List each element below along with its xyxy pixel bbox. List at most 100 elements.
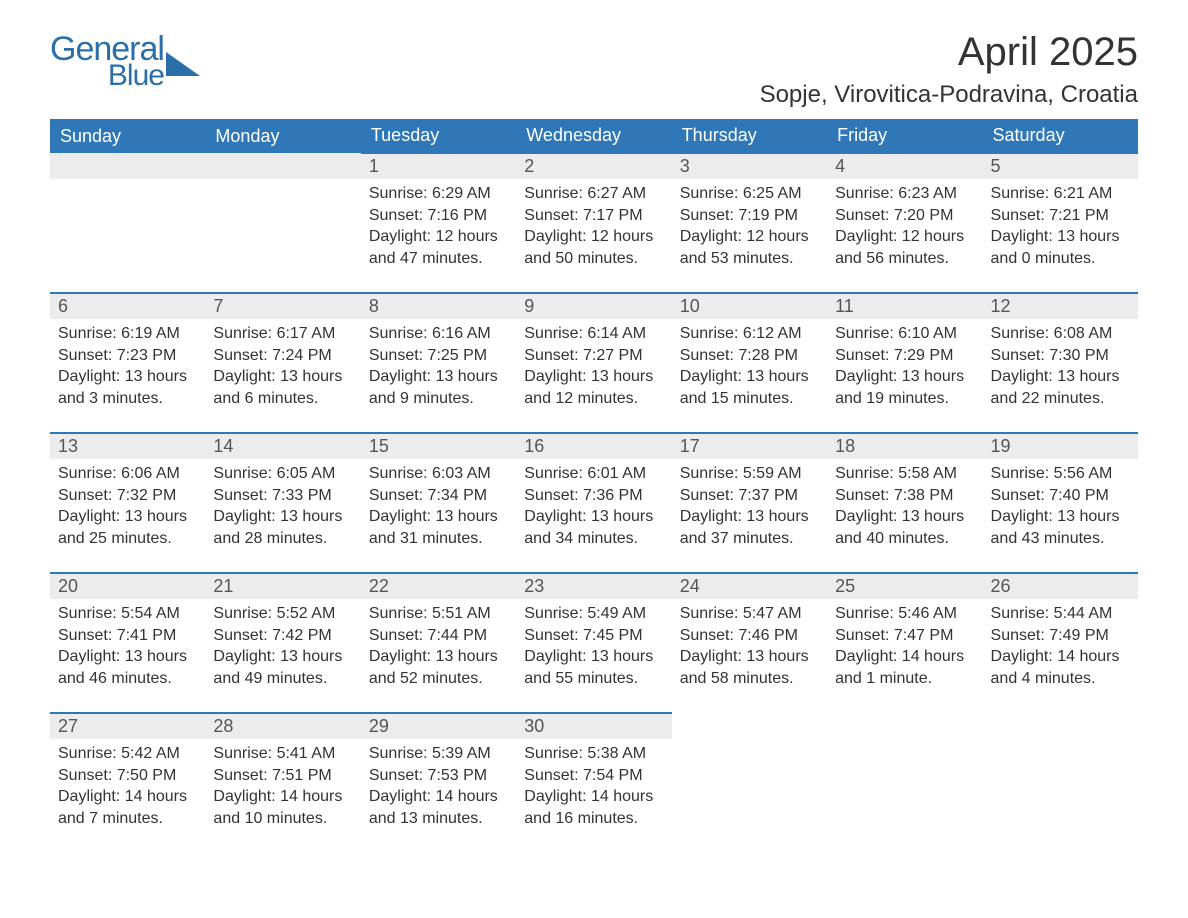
day-body: Sunrise: 6:08 AMSunset: 7:30 PMDaylight:… (983, 319, 1138, 417)
calendar-cell: 19Sunrise: 5:56 AMSunset: 7:40 PMDayligh… (983, 433, 1138, 573)
day-number: 16 (516, 434, 671, 459)
day-number: 27 (50, 714, 205, 739)
daylight-text: and 1 minute. (835, 668, 974, 690)
day-body: Sunrise: 6:17 AMSunset: 7:24 PMDaylight:… (205, 319, 360, 417)
day-number: 15 (361, 434, 516, 459)
day-number: 5 (983, 154, 1138, 179)
sunset-text: Sunset: 7:29 PM (835, 345, 974, 367)
sunset-text: Sunset: 7:20 PM (835, 205, 974, 227)
calendar-cell: 27Sunrise: 5:42 AMSunset: 7:50 PMDayligh… (50, 713, 205, 853)
calendar-week-row: 20Sunrise: 5:54 AMSunset: 7:41 PMDayligh… (50, 573, 1138, 713)
sunrise-text: Sunrise: 6:01 AM (524, 463, 663, 485)
sunrise-text: Sunrise: 6:25 AM (680, 183, 819, 205)
daylight-text: Daylight: 13 hours (524, 646, 663, 668)
day-header: Monday (205, 119, 360, 153)
sunset-text: Sunset: 7:25 PM (369, 345, 508, 367)
calendar-cell (50, 153, 205, 293)
daylight-text: Daylight: 13 hours (213, 506, 352, 528)
day-body: Sunrise: 6:23 AMSunset: 7:20 PMDaylight:… (827, 179, 982, 277)
sunrise-text: Sunrise: 5:51 AM (369, 603, 508, 625)
sunset-text: Sunset: 7:44 PM (369, 625, 508, 647)
day-body: Sunrise: 6:29 AMSunset: 7:16 PMDaylight:… (361, 179, 516, 277)
day-number: 10 (672, 294, 827, 319)
day-number: 8 (361, 294, 516, 319)
sunrise-text: Sunrise: 6:23 AM (835, 183, 974, 205)
daylight-text: Daylight: 13 hours (369, 366, 508, 388)
daylight-text: and 49 minutes. (213, 668, 352, 690)
daylight-text: Daylight: 12 hours (680, 226, 819, 248)
sunrise-text: Sunrise: 5:47 AM (680, 603, 819, 625)
daylight-text: and 10 minutes. (213, 808, 352, 830)
sunrise-text: Sunrise: 6:29 AM (369, 183, 508, 205)
day-number: 30 (516, 714, 671, 739)
daylight-text: Daylight: 13 hours (680, 366, 819, 388)
day-body: Sunrise: 5:39 AMSunset: 7:53 PMDaylight:… (361, 739, 516, 837)
daylight-text: and 22 minutes. (991, 388, 1130, 410)
day-body: Sunrise: 5:47 AMSunset: 7:46 PMDaylight:… (672, 599, 827, 697)
day-body: Sunrise: 5:42 AMSunset: 7:50 PMDaylight:… (50, 739, 205, 837)
day-body: Sunrise: 5:58 AMSunset: 7:38 PMDaylight:… (827, 459, 982, 557)
day-body: Sunrise: 5:49 AMSunset: 7:45 PMDaylight:… (516, 599, 671, 697)
day-body: Sunrise: 5:59 AMSunset: 7:37 PMDaylight:… (672, 459, 827, 557)
calendar-cell: 8Sunrise: 6:16 AMSunset: 7:25 PMDaylight… (361, 293, 516, 433)
day-number: 18 (827, 434, 982, 459)
calendar-cell (827, 713, 982, 853)
calendar-cell: 22Sunrise: 5:51 AMSunset: 7:44 PMDayligh… (361, 573, 516, 713)
sunrise-text: Sunrise: 5:41 AM (213, 743, 352, 765)
daylight-text: and 31 minutes. (369, 528, 508, 550)
daylight-text: Daylight: 13 hours (680, 506, 819, 528)
daylight-text: Daylight: 14 hours (835, 646, 974, 668)
day-number: 7 (205, 294, 360, 319)
daylight-text: and 58 minutes. (680, 668, 819, 690)
calendar-cell (205, 153, 360, 293)
daylight-text: and 52 minutes. (369, 668, 508, 690)
day-body: Sunrise: 5:56 AMSunset: 7:40 PMDaylight:… (983, 459, 1138, 557)
daylight-text: Daylight: 13 hours (58, 506, 197, 528)
calendar-cell: 29Sunrise: 5:39 AMSunset: 7:53 PMDayligh… (361, 713, 516, 853)
calendar-cell: 18Sunrise: 5:58 AMSunset: 7:38 PMDayligh… (827, 433, 982, 573)
calendar-cell: 26Sunrise: 5:44 AMSunset: 7:49 PMDayligh… (983, 573, 1138, 713)
day-body: Sunrise: 6:25 AMSunset: 7:19 PMDaylight:… (672, 179, 827, 277)
calendar-cell: 3Sunrise: 6:25 AMSunset: 7:19 PMDaylight… (672, 153, 827, 293)
title-group: April 2025 Sopje, Virovitica-Podravina, … (760, 30, 1138, 109)
calendar-cell: 6Sunrise: 6:19 AMSunset: 7:23 PMDaylight… (50, 293, 205, 433)
sunset-text: Sunset: 7:16 PM (369, 205, 508, 227)
sunset-text: Sunset: 7:50 PM (58, 765, 197, 787)
sunrise-text: Sunrise: 5:58 AM (835, 463, 974, 485)
sunrise-text: Sunrise: 5:46 AM (835, 603, 974, 625)
calendar-cell: 25Sunrise: 5:46 AMSunset: 7:47 PMDayligh… (827, 573, 982, 713)
calendar-cell: 4Sunrise: 6:23 AMSunset: 7:20 PMDaylight… (827, 153, 982, 293)
daylight-text: and 34 minutes. (524, 528, 663, 550)
sunrise-text: Sunrise: 5:59 AM (680, 463, 819, 485)
sunrise-text: Sunrise: 5:54 AM (58, 603, 197, 625)
sunset-text: Sunset: 7:32 PM (58, 485, 197, 507)
calendar-cell: 13Sunrise: 6:06 AMSunset: 7:32 PMDayligh… (50, 433, 205, 573)
sunrise-text: Sunrise: 5:39 AM (369, 743, 508, 765)
sunset-text: Sunset: 7:51 PM (213, 765, 352, 787)
sunrise-text: Sunrise: 5:49 AM (524, 603, 663, 625)
empty-day-header (50, 153, 205, 179)
daylight-text: and 3 minutes. (58, 388, 197, 410)
calendar-week-row: 6Sunrise: 6:19 AMSunset: 7:23 PMDaylight… (50, 293, 1138, 433)
day-body: Sunrise: 5:44 AMSunset: 7:49 PMDaylight:… (983, 599, 1138, 697)
sunrise-text: Sunrise: 6:21 AM (991, 183, 1130, 205)
day-number: 17 (672, 434, 827, 459)
sunset-text: Sunset: 7:28 PM (680, 345, 819, 367)
day-body: Sunrise: 5:46 AMSunset: 7:47 PMDaylight:… (827, 599, 982, 697)
day-header: Sunday (50, 119, 205, 153)
day-number: 19 (983, 434, 1138, 459)
calendar-cell: 11Sunrise: 6:10 AMSunset: 7:29 PMDayligh… (827, 293, 982, 433)
daylight-text: and 25 minutes. (58, 528, 197, 550)
location-text: Sopje, Virovitica-Podravina, Croatia (760, 81, 1138, 109)
calendar-cell: 14Sunrise: 6:05 AMSunset: 7:33 PMDayligh… (205, 433, 360, 573)
daylight-text: Daylight: 14 hours (524, 786, 663, 808)
calendar-cell: 9Sunrise: 6:14 AMSunset: 7:27 PMDaylight… (516, 293, 671, 433)
daylight-text: and 16 minutes. (524, 808, 663, 830)
day-number: 4 (827, 154, 982, 179)
calendar-cell (983, 713, 1138, 853)
daylight-text: and 53 minutes. (680, 248, 819, 270)
daylight-text: Daylight: 14 hours (213, 786, 352, 808)
month-title: April 2025 (760, 30, 1138, 75)
day-number: 22 (361, 574, 516, 599)
logo: General Blue (50, 30, 200, 93)
